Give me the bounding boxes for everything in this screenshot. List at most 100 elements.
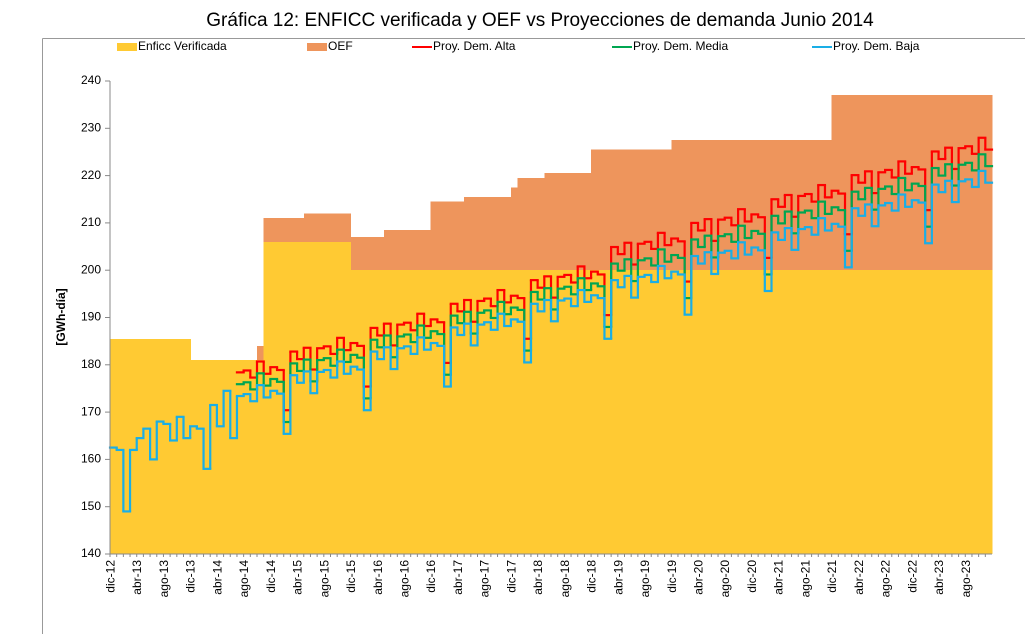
legend-swatch [117,43,137,51]
area-step [845,270,853,554]
area-step [317,241,325,554]
area-step [477,270,485,554]
area-step [363,270,372,554]
area-step [978,270,986,554]
area-step [123,338,131,554]
area-step [824,270,833,554]
area-step [758,270,766,554]
x-tick-label: dic-17 [504,560,518,593]
y-tick-label: 180 [81,357,101,371]
area-step [571,270,579,554]
area-step [130,338,138,554]
area-step [938,270,946,554]
area-step [798,270,806,554]
area-step [236,360,245,554]
legend-label: OEF [328,39,353,53]
x-tick-label: abr-16 [371,560,385,595]
area-step [871,270,880,554]
x-tick-label: ago-13 [157,560,171,598]
x-tick-label: dic-18 [585,560,599,593]
area-step [965,270,973,554]
x-tick-label: abr-14 [210,560,224,595]
area-step [397,270,405,554]
x-tick-label: ago-15 [317,560,331,598]
x-tick-label: dic-16 [424,560,438,593]
x-tick-label: dic-22 [905,560,919,593]
area-step [604,270,612,554]
area-step [918,270,926,554]
x-tick-label: dic-21 [825,560,839,593]
legend-label: Proy. Dem. Media [633,39,728,53]
x-tick-label: abr-23 [932,560,946,595]
area-step [677,270,686,554]
area-step [784,270,793,554]
area-step [591,270,599,554]
area-step [724,270,733,554]
area-step [517,270,525,554]
area-step [257,360,265,554]
area-step [624,270,632,554]
area-step [190,360,198,554]
area-step [564,270,572,554]
x-tick-label: ago-17 [478,560,492,598]
plot-area [108,95,994,555]
area-step [143,338,151,554]
area-step [377,270,385,554]
area-step [230,360,238,554]
legend-label: Proy. Dem. Alta [433,39,516,53]
area-step [851,270,859,554]
area-step [911,270,920,554]
area-step [203,360,211,554]
area-step [196,360,205,554]
area-step [357,270,365,554]
area-step [711,270,719,554]
area-step [337,241,345,554]
area-step [651,270,659,554]
area-step [971,270,980,554]
area-step [470,270,479,554]
area-step [657,270,666,554]
y-tick-label: 200 [81,262,101,276]
area-step [370,270,378,554]
area-step [310,241,318,554]
area-step [243,360,251,554]
legend-label: Proy. Dem. Baja [833,39,920,53]
area-step [176,338,185,554]
area-step [223,360,231,554]
area-step [504,270,512,554]
area-step [818,270,826,554]
area-step [698,270,706,554]
area-step [277,241,285,554]
area-step [150,338,158,554]
area-step [738,270,746,554]
area-step [945,270,953,554]
y-tick-label: 150 [81,499,101,513]
area-step [985,270,993,554]
x-tick-label: ago-16 [398,560,412,598]
area-step [283,241,292,554]
area-step [297,241,305,554]
area-step [290,241,298,554]
area-step [764,270,773,554]
x-tick-label: ago-14 [237,560,251,598]
area-step [751,270,759,554]
area-step [110,338,118,554]
area-step [444,270,452,554]
area-step [704,270,712,554]
area-step [684,270,692,554]
area-step [611,270,619,554]
area-step [691,270,699,554]
y-tick-label: 210 [81,215,101,229]
area-step [250,360,258,554]
area-step [951,270,960,554]
area-step [617,270,626,554]
area-step [925,270,933,554]
area-step [383,270,392,554]
area-step [744,270,753,554]
x-tick-label: ago-20 [718,560,732,598]
x-tick-label: abr-20 [692,560,706,595]
x-tick-label: dic-19 [665,560,679,593]
x-tick-label: abr-18 [531,560,545,595]
area-step [136,338,145,554]
area-step [958,270,966,554]
